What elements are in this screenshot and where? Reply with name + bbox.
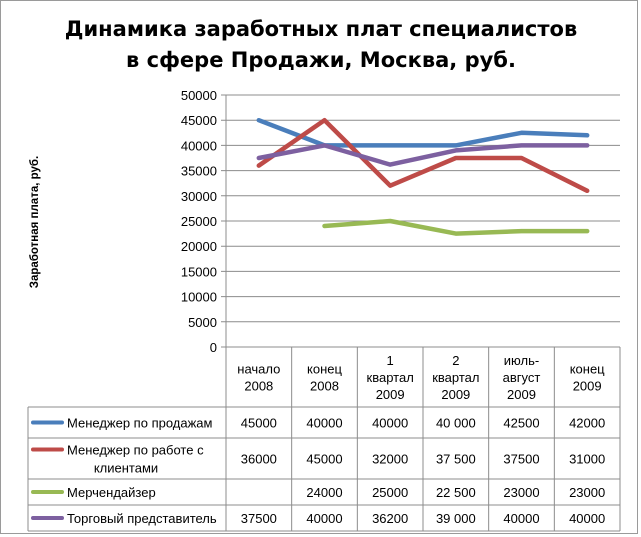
data-label: 36200 <box>372 511 408 526</box>
data-label: 24000 <box>306 485 342 500</box>
data-label: 40000 <box>306 511 342 526</box>
data-label: 39 000 <box>436 511 476 526</box>
x-tick-label: 2009 <box>573 379 602 394</box>
y-tick-label: 10000 <box>181 290 217 305</box>
x-tick-label: 2008 <box>310 379 339 394</box>
x-tick-label: начало <box>237 362 280 377</box>
y-tick-label: 20000 <box>181 239 217 254</box>
x-tick-label: 2 <box>452 353 459 368</box>
data-label: 42000 <box>569 416 605 431</box>
x-tick-label: 2009 <box>441 387 470 402</box>
series-line-3 <box>322 218 590 236</box>
data-label: 22 500 <box>436 485 476 500</box>
data-label: 32000 <box>372 452 408 467</box>
x-tick-label: конец <box>570 362 605 377</box>
y-tick-label: 40000 <box>181 138 217 153</box>
data-label: 45000 <box>306 452 342 467</box>
table-row: Менеджер по продажам 45000 40000 40000 40 00… <box>31 416 605 431</box>
data-label: 25000 <box>372 485 408 500</box>
data-label: 37500 <box>241 511 277 526</box>
data-label: 31000 <box>569 452 605 467</box>
x-tick-label: конец <box>307 362 342 377</box>
table-row: Менеджер по работе с клиентами 36000 45000 3… <box>31 443 605 476</box>
chart-title-line: Динамика заработных плат специалистов <box>65 17 578 41</box>
data-label: 23000 <box>569 485 605 500</box>
data-label: 40000 <box>569 511 605 526</box>
y-tick-label: 30000 <box>181 189 217 204</box>
data-label: 23000 <box>503 485 539 500</box>
y-tick-labels: 0 5000 10000 15000 20000 25000 30000 35000 40000… <box>181 88 217 355</box>
legend-label: Торговый представитель <box>67 511 217 526</box>
x-tick-label: август <box>503 370 541 385</box>
data-label: 37 500 <box>436 452 476 467</box>
x-tick-label: июль- <box>504 353 539 368</box>
y-tick-label: 50000 <box>181 88 217 103</box>
y-tick-label: 5000 <box>188 315 217 330</box>
x-tick-label: 2008 <box>244 379 273 394</box>
legend-label: Менеджер по работе с <box>67 443 204 458</box>
table-lines <box>27 347 621 532</box>
y-axis-label: Заработная плата, руб. <box>29 156 41 288</box>
x-tick-label: 2009 <box>507 387 536 402</box>
x-category-labels: начало 2008 конец 2008 1 квартал 2009 2 квартал 2… <box>237 353 605 402</box>
table-row: Мерчендайзер 24000 25000 22 500 23000 23000 <box>31 485 605 500</box>
data-label: 40000 <box>503 511 539 526</box>
series-line-1 <box>256 117 590 148</box>
y-tick-label: 25000 <box>181 214 217 229</box>
y-tick-label: 15000 <box>181 264 217 279</box>
x-tick-label: квартал <box>367 370 414 385</box>
chart-title-line: в сфере Продажи, Москва, руб. <box>126 48 516 72</box>
series-lines <box>256 117 590 236</box>
data-label: 37500 <box>503 452 539 467</box>
x-tick-label: 2009 <box>376 387 405 402</box>
series-line-2 <box>256 117 590 194</box>
table-row: Торговый представитель 37500 40000 36200 39 … <box>31 511 605 526</box>
data-label: 36000 <box>241 452 277 467</box>
chart-title: Динамика заработных плат специалистов в … <box>65 17 578 72</box>
data-label: 40 000 <box>436 416 476 431</box>
y-tick-label: 45000 <box>181 113 217 128</box>
series-line-4 <box>256 143 590 167</box>
y-tick-label: 0 <box>210 340 217 355</box>
legend-label: Менеджер по продажам <box>67 416 213 431</box>
x-tick-label: 1 <box>387 353 394 368</box>
data-label: 40000 <box>372 416 408 431</box>
y-tick-label: 35000 <box>181 164 217 179</box>
data-label: 45000 <box>241 416 277 431</box>
data-label: 40000 <box>306 416 342 431</box>
x-tick-label: квартал <box>432 370 479 385</box>
legend-label: клиентами <box>94 461 158 476</box>
gridlines <box>221 94 620 348</box>
data-label: 42500 <box>503 416 539 431</box>
data-table: начало 2008 конец 2008 1 квартал 2009 2 квартал 2… <box>27 347 621 532</box>
legend-label: Мерчендайзер <box>67 485 156 500</box>
